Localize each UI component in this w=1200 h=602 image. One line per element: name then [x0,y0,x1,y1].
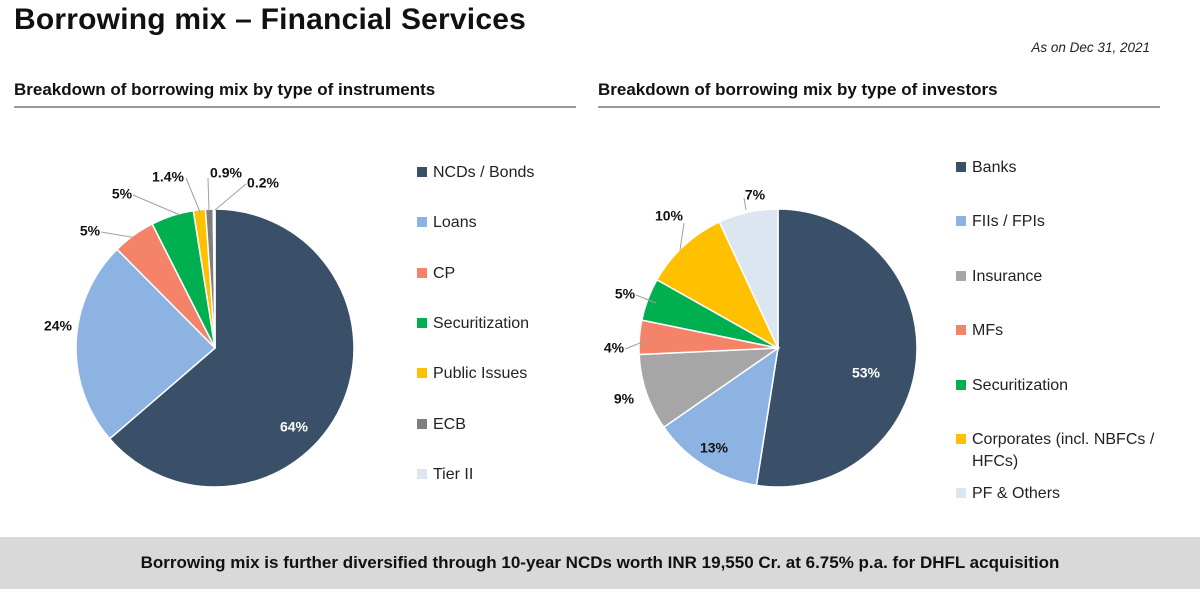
instruments-leader-line-tier-ii [214,183,247,211]
instruments-legend-swatch [417,418,427,429]
investors-data-label-fiis-fpis: 13% [700,440,729,456]
investors-legend-item-securitization: Securitization [956,375,1068,397]
investors-data-label-banks: 53% [852,365,881,381]
investors-legend-label: Banks [972,159,1017,176]
investors-legend-swatch [956,488,966,499]
instruments-data-label-ncds-bonds: 64% [280,419,309,435]
as-on-date: As on Dec 31, 2021 [1031,40,1150,55]
instruments-leader-line-securitization [132,194,181,216]
page-title: Borrowing mix – Financial Services [14,3,526,36]
investors-data-label-corporates-incl-nbfcs-hfcs: 10% [655,208,684,224]
instruments-legend-swatch [417,217,427,228]
footer-banner: Borrowing mix is further diversified thr… [0,537,1200,589]
instruments-legend-item-loans: Loans [417,212,477,234]
instruments-slice-tier-ii [212,208,216,349]
instruments-data-label-ecb: 0.9% [210,165,242,181]
investors-legend-item-mfs: MFs [956,320,1003,342]
investors-legend-swatch [956,162,966,172]
investors-legend-swatch [956,216,966,227]
instruments-legend-swatch [417,468,427,479]
investors-slice-banks [755,208,918,488]
investors-slice-corporates-incl-nbfcs-hfcs [655,220,780,350]
investors-legend-item-pf-others: PF & Others [956,483,1060,505]
investors-legend-label: FIIs / FPIs [972,213,1045,231]
instruments-data-label-tier-ii: 0.2% [247,175,279,191]
instruments-data-label-cp: 5% [80,223,101,239]
investors-data-label-securitization: 5% [615,286,636,302]
instruments-title-rule [14,106,576,108]
instruments-legend-item-tier-ii: Tier II [417,464,473,486]
instruments-data-label-public-issues: 1.4% [152,169,184,185]
instruments-legend-item-cp: CP [417,263,455,285]
investors-legend-item-insurance: Insurance [956,266,1042,288]
instruments-legend-label: Public Issues [433,365,528,383]
instruments-legend-item-ecb: ECB [417,414,466,436]
instruments-slice-loans [75,248,217,440]
investors-data-label-pf-others: 7% [745,187,766,203]
investors-legend-label: Corporates (incl. NBFCs / HFCs) [972,431,1155,470]
investors-leader-line-securitization [635,294,657,304]
instruments-legend-item-ncds-bonds: NCDs / Bonds [417,162,534,184]
investors-legend-item-corporates-incl-nbfcs-hfcs: Corporates (incl. NBFCs / HFCs) [956,429,1154,473]
investors-legend-label: MFs [972,322,1004,340]
instruments-legend-label: CP [433,264,456,282]
instruments-legend-label: Tier II [433,465,474,483]
instruments-slice-ncds-bonds [108,208,355,488]
investors-pie [638,208,918,488]
instruments-chart-title: Breakdown of borrowing mix by type of in… [14,80,436,99]
investors-leader-line-mfs [624,338,651,350]
instruments-legend-swatch [417,317,427,328]
investors-legend-label: Securitization [972,376,1069,394]
investors-slice-pf-others [718,208,779,349]
instruments-legend-label: Securitization [433,314,530,332]
instruments-leader-line-public-issues [185,177,201,213]
investors-slice-fiis-fpis [662,346,780,487]
instruments-legend-label: Loans [433,214,477,232]
instruments-leader-line-ecb [207,177,210,212]
investors-chart-title: Breakdown of borrowing mix by type of in… [598,80,998,99]
instruments-data-label-loans: 24% [44,318,73,334]
investors-legend-swatch [956,270,966,281]
instruments-legend-swatch [417,368,427,379]
investors-data-label-insurance: 9% [614,391,635,407]
instruments-legend-swatch [417,167,427,177]
instruments-leader-line-cp [100,231,138,239]
investors-legend-swatch [956,325,966,336]
instruments-legend-item-securitization: Securitization [417,313,529,335]
instruments-legend-label: NCDs / Bonds [433,164,535,181]
investors-leader-line-corporates-incl-nbfcs-hfcs [679,222,685,251]
instruments-legend-item-public-issues: Public Issues [417,363,527,385]
investors-legend-swatch [956,379,966,390]
investors-data-label-mfs: 4% [604,340,625,356]
investors-title-rule [598,106,1160,108]
investors-legend-item-banks: Banks [956,157,1016,179]
investors-legend-swatch [956,434,966,444]
investors-legend-item-fiis-fpis: FIIs / FPIs [956,211,1045,233]
instruments-legend-label: ECB [433,415,466,433]
investors-legend-label: Insurance [972,267,1043,285]
instruments-pie [75,208,355,488]
instruments-legend-swatch [417,267,427,278]
investors-legend-label: PF & Others [972,485,1061,503]
investors-leader-line-pf-others [743,197,747,211]
instruments-data-label-securitization: 5% [112,186,133,202]
